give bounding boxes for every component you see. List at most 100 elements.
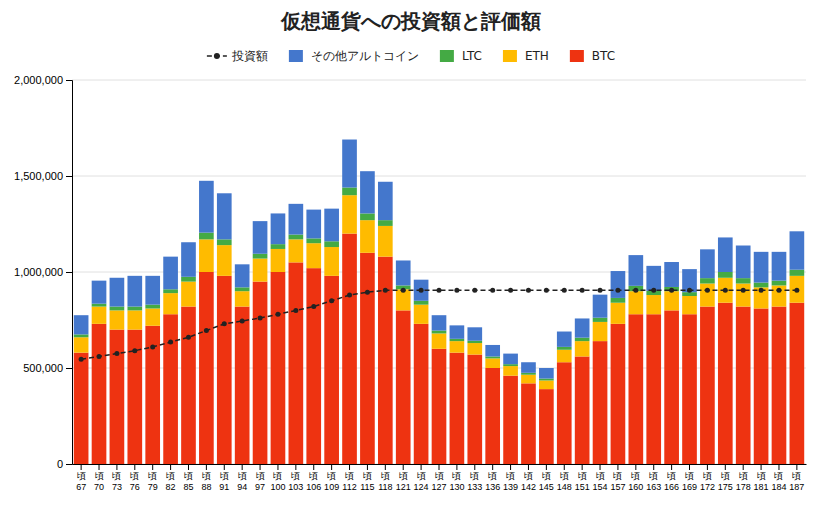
legend: 投資額その他アルトコインLTCETHBTC — [207, 49, 615, 63]
line-marker — [186, 335, 191, 340]
legend-item: 投資額 — [207, 49, 268, 63]
x-tick-label: 頃106 — [306, 471, 321, 492]
x-tick: 頃127 — [431, 464, 446, 492]
bar — [306, 268, 321, 464]
line-marker — [562, 288, 567, 293]
y-tick: 2,000,000 — [14, 74, 72, 86]
x-tick-label: 頃148 — [557, 471, 572, 492]
line-marker — [401, 288, 406, 293]
x-tick: 頃112 — [342, 464, 356, 492]
bar — [306, 243, 321, 268]
x-tick-label: 頃73 — [112, 471, 122, 492]
x-tick-label: 頃115 — [360, 471, 374, 492]
x-tick-mark — [116, 464, 117, 470]
line-marker — [132, 348, 137, 353]
bar — [217, 276, 232, 464]
x-tick-label: 頃142 — [521, 471, 536, 492]
bar — [503, 376, 518, 464]
x-tick-label: 頃178 — [736, 471, 751, 492]
bar — [163, 314, 178, 464]
bar — [646, 314, 661, 464]
x-tick: 頃160 — [628, 464, 643, 492]
x-tick: 頃172 — [700, 464, 715, 492]
bar — [360, 220, 375, 253]
x-tick: 頃154 — [593, 464, 608, 492]
x-tick-label: 頃187 — [789, 471, 804, 492]
bar — [127, 276, 142, 307]
bar — [181, 282, 196, 307]
x-tick-mark — [170, 464, 171, 470]
x-tick-mark — [635, 464, 636, 470]
bar — [575, 338, 590, 341]
bar — [127, 310, 142, 329]
x-tick-label: 頃121 — [396, 471, 411, 492]
bar — [306, 210, 321, 239]
x-tick-mark — [331, 464, 332, 470]
line-marker — [79, 357, 84, 362]
bar — [628, 314, 643, 464]
bar — [790, 270, 805, 276]
x-tick: 頃136 — [485, 464, 500, 492]
bar — [378, 182, 393, 220]
x-tick: 頃94 — [237, 464, 247, 492]
bar — [521, 373, 536, 375]
bar — [557, 362, 572, 464]
bar — [718, 272, 733, 278]
y-tick-mark — [66, 272, 72, 273]
y-tick-mark — [66, 464, 72, 465]
bar — [664, 310, 679, 464]
x-tick: 頃139 — [503, 464, 518, 492]
bar — [790, 303, 805, 464]
line-marker — [669, 288, 674, 293]
legend-label: BTC — [592, 49, 615, 63]
bar — [414, 305, 429, 324]
bar — [557, 347, 572, 350]
x-tick: 頃70 — [94, 464, 104, 492]
x-tick-mark — [456, 464, 457, 470]
bar — [324, 247, 339, 276]
line-marker — [383, 288, 388, 293]
bar — [646, 295, 661, 314]
legend-symbol — [503, 50, 517, 62]
x-tick: 頃166 — [664, 464, 679, 492]
bar — [432, 333, 447, 348]
bar — [790, 276, 805, 303]
x-tick: 頃184 — [771, 464, 786, 492]
x-tick-mark — [260, 464, 261, 470]
bar — [754, 283, 769, 288]
x-tick-label: 頃160 — [628, 471, 643, 492]
y-tick: 0 — [57, 458, 72, 470]
bar — [593, 322, 608, 341]
bar — [503, 364, 518, 366]
x-tick-label: 頃136 — [485, 471, 500, 492]
bar — [74, 337, 89, 352]
x-tick: 頃109 — [324, 464, 339, 492]
x-tick-label: 頃112 — [342, 471, 356, 492]
bar — [503, 354, 518, 365]
x-tick: 頃187 — [789, 464, 804, 492]
line-marker — [723, 288, 728, 293]
y-tick: 1,500,000 — [14, 170, 72, 182]
bar — [557, 332, 572, 347]
x-tick-mark — [707, 464, 708, 470]
bar — [199, 233, 214, 240]
x-tick: 頃118 — [378, 464, 392, 492]
bar — [235, 287, 250, 291]
x-tick-mark — [600, 464, 601, 470]
bar — [718, 237, 733, 272]
x-tick: 頃121 — [396, 464, 411, 492]
bar — [736, 307, 751, 464]
x-tick-label: 頃175 — [718, 471, 733, 492]
bar — [289, 235, 304, 240]
x-tick-label: 頃91 — [219, 471, 229, 492]
grid — [72, 80, 806, 464]
legend-item: BTC — [570, 49, 615, 63]
bar — [181, 307, 196, 464]
x-tick-mark — [188, 464, 189, 470]
bar — [110, 278, 125, 307]
bar — [539, 380, 554, 389]
bar — [360, 213, 375, 220]
bar — [235, 307, 250, 464]
line-marker — [687, 288, 692, 293]
x-tick-mark — [81, 464, 82, 470]
